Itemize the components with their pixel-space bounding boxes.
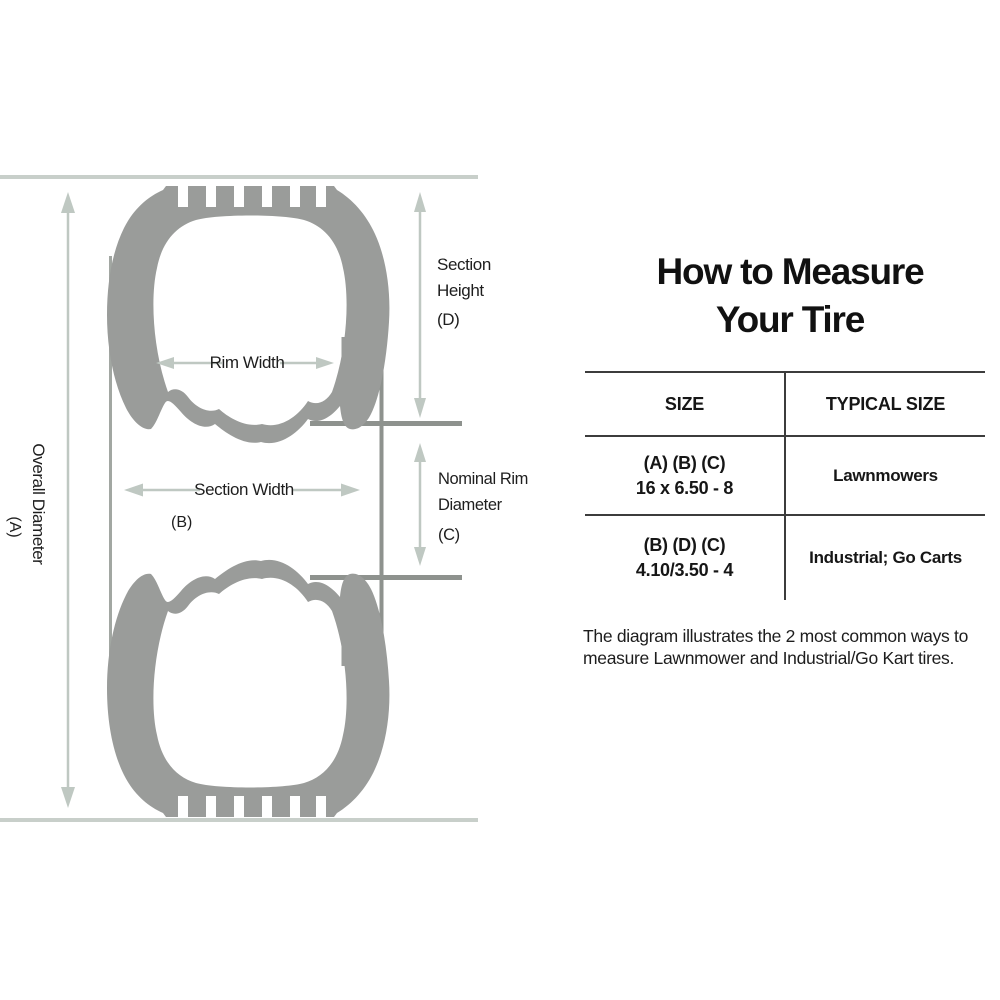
tire-bottom-half — [107, 559, 390, 817]
row2-size-value: 4.10/3.50 - 4 — [635, 560, 734, 580]
section-height-line2: Height — [437, 281, 484, 300]
section-width-arrowhead-left — [124, 483, 143, 497]
title-line2: Your Tire — [715, 299, 865, 340]
overall-diameter-key: (A) — [6, 516, 23, 538]
nominal-rim-line1: Nominal Rim — [438, 470, 529, 488]
nominal-rim-label: Nominal Rim Diameter (C) — [438, 466, 528, 548]
section-height-label: Section Height (D) — [437, 252, 491, 333]
nominal-rim-line2: Diameter — [438, 496, 502, 514]
rim-width-arrowhead-right — [316, 357, 334, 369]
table-header-row: SIZE TYPICAL SIZE — [585, 373, 985, 437]
section-height-key: (D) — [437, 310, 460, 329]
section-height-arrowhead-up — [414, 192, 426, 212]
overall-diameter-arrowhead-up — [61, 192, 75, 213]
row1-typical: Lawnmowers — [833, 465, 938, 485]
tire-diagram — [0, 175, 478, 822]
table-row: (B) (D) (C) 4.10/3.50 - 4 Industrial; Go… — [585, 516, 985, 600]
nominal-rim-arrowhead-down — [414, 547, 426, 566]
table-row: (A) (B) (C) 16 x 6.50 - 8 Lawnmowers — [585, 437, 985, 516]
row1-size-value: 16 x 6.50 - 8 — [635, 477, 734, 498]
rim-lines — [310, 368, 462, 648]
tire-top-half — [107, 186, 390, 444]
section-height-line1: Section — [437, 255, 491, 274]
size-table: SIZE TYPICAL SIZE (A) (B) (C) 16 x 6.50 … — [585, 371, 985, 600]
header-typical-size: TYPICAL SIZE — [825, 393, 946, 414]
section-width-label: Section Width — [194, 480, 294, 499]
overall-diameter-label: Overall Diameter — [29, 443, 48, 565]
page-title: How to Measure Your Tire — [580, 248, 1000, 344]
header-size: SIZE — [585, 373, 786, 435]
section-width-key: (B) — [171, 514, 193, 531]
section-height-arrowhead-down — [414, 398, 426, 418]
arrow-shafts — [66, 205, 422, 795]
arrow-heads — [61, 192, 426, 808]
row2-typical: Industrial; Go Carts — [809, 548, 962, 567]
rim-width-label: Rim Width — [209, 353, 285, 372]
rim-width-arrowhead-left — [156, 357, 174, 369]
title-line1: How to Measure — [656, 251, 925, 292]
nominal-rim-key: (C) — [438, 526, 460, 544]
boundary-lines — [0, 175, 478, 822]
row1-size-keys: (A) (B) (C) — [643, 452, 726, 473]
overall-diameter-arrowhead-down — [61, 787, 75, 808]
section-width-arrowhead-right — [341, 483, 360, 497]
nominal-rim-arrowhead-up — [414, 443, 426, 462]
explanatory-note: The diagram illustrates the 2 most commo… — [583, 626, 969, 668]
row2-size-keys: (B) (D) (C) — [643, 535, 726, 555]
